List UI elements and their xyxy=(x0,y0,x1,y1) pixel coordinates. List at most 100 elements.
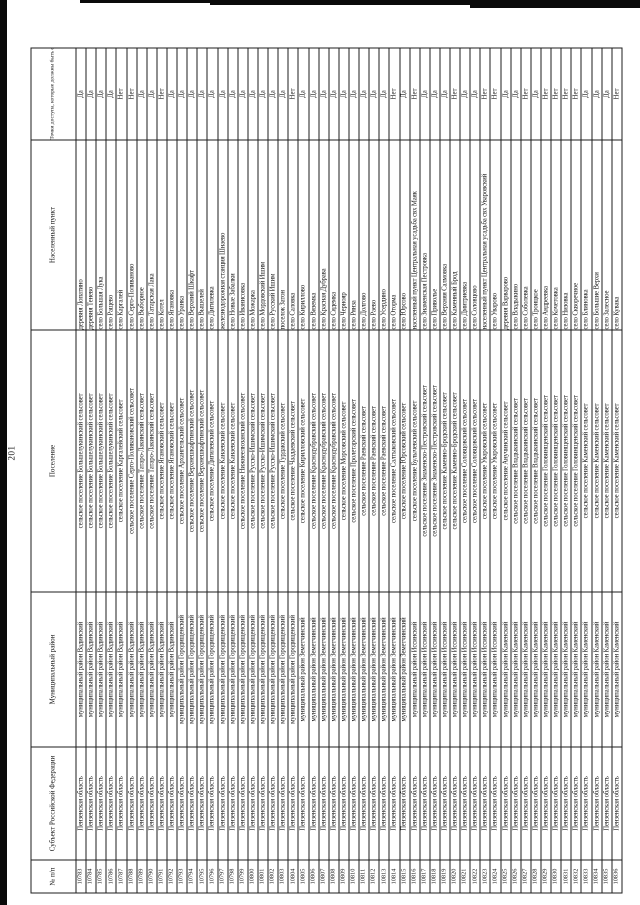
district-cell: муниципальный район Городищенский xyxy=(267,591,278,747)
locality-cell: село Ягановка xyxy=(166,139,177,330)
district-cell: муниципальный район Городищенский xyxy=(247,591,258,747)
row-number-cell: 10814 xyxy=(388,859,399,893)
subject-cell: Пензенская область xyxy=(368,746,379,860)
settlement-cell: сельское поселение Булычевский сельсовет xyxy=(409,329,420,592)
settlement-cell: сельское поселение Кирилловский сельсове… xyxy=(297,329,309,592)
district-cell: муниципальный район Городищенский xyxy=(206,591,218,747)
locality-cell: село Серго-Поливаново xyxy=(126,139,137,330)
district-cell: муниципальный район Вадинский xyxy=(95,591,106,747)
district-cell: муниципальный район Земетчинский xyxy=(308,591,319,747)
locality-cell: село Котел xyxy=(156,139,167,330)
district-cell: муниципальный район Каменский xyxy=(591,591,602,747)
district-cell: муниципальный район Земетчинский xyxy=(318,591,329,747)
access-cell: Нет xyxy=(449,47,460,140)
settlement-cell: сельское поселение Владыкинский сельсове… xyxy=(510,329,521,592)
district-cell: муниципальный район Иссинский xyxy=(419,591,430,747)
settlement-cell: сельское поселение Головинщенский сельсо… xyxy=(560,329,571,592)
scan-edge-artifact-top xyxy=(80,0,310,3)
table-row: 10796 Пензенская область муниципальный рай… xyxy=(206,47,218,893)
subject-cell: Пензенская область xyxy=(328,746,339,860)
district-cell: муниципальный район Вадинский xyxy=(75,591,86,747)
district-cell: муниципальный район Каменский xyxy=(560,591,571,747)
locality-cell: село Низовка xyxy=(560,139,571,330)
district-cell: муниципальный район Вадинский xyxy=(126,591,137,747)
header-district: Муниципальный район xyxy=(30,591,76,747)
scan-edge-artifact-top xyxy=(210,0,640,5)
table-row: 10815 Пензенская область муниципальный рай… xyxy=(399,47,410,893)
subject-cell: Пензенская область xyxy=(409,746,420,860)
district-cell: муниципальный район Земетчинский xyxy=(399,591,410,747)
row-number-cell: 10824 xyxy=(489,859,501,893)
table-row: 10800 Пензенская область муниципальный рай… xyxy=(247,47,258,893)
row-number-cell: 10815 xyxy=(399,859,410,893)
row-number-cell: 10833 xyxy=(580,859,592,893)
subject-cell: Пензенская область xyxy=(510,746,521,860)
settlement-cell: сельское поселение Знаменско-Пестровский… xyxy=(429,329,440,592)
settlement-cell: сельское поселение Дигилевский сельсовет xyxy=(206,329,218,592)
row-number-cell: 10810 xyxy=(348,859,359,893)
subject-cell: Пензенская область xyxy=(75,746,86,860)
district-cell: муниципальный район Каменский xyxy=(520,591,531,747)
row-number-cell: 10797 xyxy=(217,859,228,893)
district-cell: муниципальный район Земетчинский xyxy=(348,591,359,747)
access-cell: Нет xyxy=(388,47,399,140)
subject-cell: Пензенская область xyxy=(429,746,440,860)
locality-cell: село Большая Лука xyxy=(95,139,106,330)
subject-cell: Пензенская область xyxy=(378,746,389,860)
access-cell: Да xyxy=(459,47,470,140)
access-cell: Да xyxy=(348,47,359,140)
settlement-cell: сельское поселение Пролетарский сельсове… xyxy=(348,329,359,592)
table-row: 10797 Пензенская область муниципальный рай… xyxy=(217,47,228,893)
subject-cell: Пензенская область xyxy=(257,746,268,860)
table-row: 10824 Пензенская область муниципальный рай… xyxy=(489,47,501,893)
subject-cell: Пензенская область xyxy=(500,746,511,860)
row-number-cell: 10811 xyxy=(358,859,369,893)
settlement-cell: сельское поселение Каменно-Бродский сель… xyxy=(449,329,460,592)
subject-cell: Пензенская область xyxy=(217,746,228,860)
table-row: 10819 Пензенская область муниципальный рай… xyxy=(439,47,450,893)
settlement-cell: сельское поселение Чаадаевский сельсовет xyxy=(287,329,298,592)
district-cell: муниципальный район Иссинский xyxy=(429,591,440,747)
settlement-cell: сельское поселение Краснодубравский сель… xyxy=(328,329,339,592)
district-cell: муниципальный район Земетчинский xyxy=(378,591,389,747)
table-row: 10802 Пензенская область муниципальный рай… xyxy=(267,47,278,893)
locality-cell: село Знаменская Пестровка xyxy=(419,139,430,330)
locality-cell: село Дмитриевка xyxy=(459,139,470,330)
table-row: 10804 Пензенская область муниципальный рай… xyxy=(287,47,298,893)
table-row: 10788 Пензенская область муниципальный рай… xyxy=(126,47,137,893)
settlement-cell: сельское поселение Канаевский сельсовет xyxy=(227,329,238,592)
row-number-cell: 10790 xyxy=(146,859,157,893)
locality-cell: село Андреевка xyxy=(540,139,551,330)
district-cell: муниципальный район Городищенский xyxy=(277,591,288,747)
subject-cell: Пензенская область xyxy=(85,746,96,860)
subject-cell: Пензенская область xyxy=(348,746,359,860)
access-cell: Да xyxy=(166,47,177,140)
subject-cell: Пензенская область xyxy=(338,746,349,860)
access-cell: Нет xyxy=(611,47,622,140)
table-row: 10830 Пензенская область муниципальный рай… xyxy=(550,47,561,893)
settlement-cell: сельское поселение Большелукинский сельс… xyxy=(85,329,96,592)
row-number-cell: 10794 xyxy=(186,859,197,893)
row-number-cell: 10836 xyxy=(611,859,622,893)
locality-cell: населенный пункт Центральная усадьба свх… xyxy=(409,139,420,330)
access-cell: Да xyxy=(591,47,602,140)
district-cell: муниципальный район Иссинский xyxy=(459,591,470,747)
table-row: 10823 Пензенская область муниципальный рай… xyxy=(479,47,490,893)
table-row: 10836 Пензенская область муниципальный рай… xyxy=(611,47,622,893)
locality-cell: село Иванисовка xyxy=(237,139,248,330)
table-row: 10818 Пензенская область муниципальный рай… xyxy=(429,47,440,893)
locality-cell: село Троицкое xyxy=(530,139,541,330)
scan-edge-artifact-left xyxy=(0,0,7,905)
row-number-cell: 10795 xyxy=(196,859,207,893)
district-cell: муниципальный район Иссинский xyxy=(469,591,480,747)
settlement-cell: сельское поселение Каменский сельсовет xyxy=(611,329,622,592)
settlement-cell: сельское поселение Каменно-Бродский сель… xyxy=(439,329,450,592)
scan-edge-artifact-top xyxy=(470,0,640,8)
district-cell: муниципальный район Вадинский xyxy=(85,591,96,747)
access-cell: Нет xyxy=(550,47,561,140)
table-row: 10798 Пензенская область муниципальный рай… xyxy=(227,47,238,893)
locality-cell: село Татарская Лака xyxy=(146,139,157,330)
locality-cell: село Саловка xyxy=(287,139,298,330)
subject-cell: Пензенская область xyxy=(580,746,592,860)
